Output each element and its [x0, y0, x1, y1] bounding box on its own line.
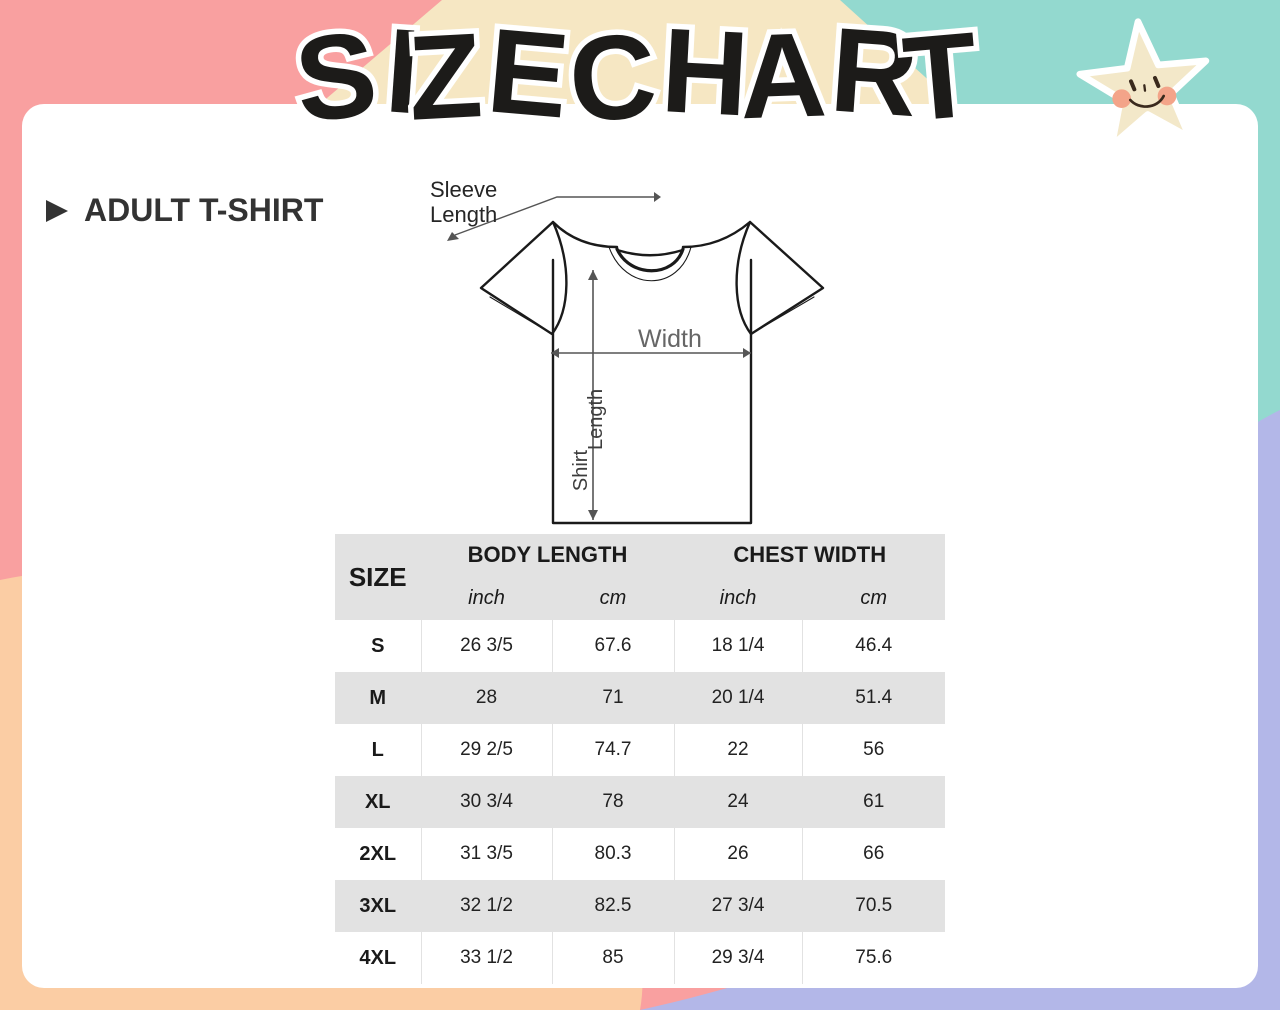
svg-text:Width: Width [638, 325, 702, 353]
svg-text:Shirt: Shirt [570, 450, 592, 492]
svg-text:Sleeve: Sleeve [430, 177, 497, 202]
svg-text:Length: Length [585, 389, 607, 450]
svg-text:Length: Length [430, 202, 497, 227]
